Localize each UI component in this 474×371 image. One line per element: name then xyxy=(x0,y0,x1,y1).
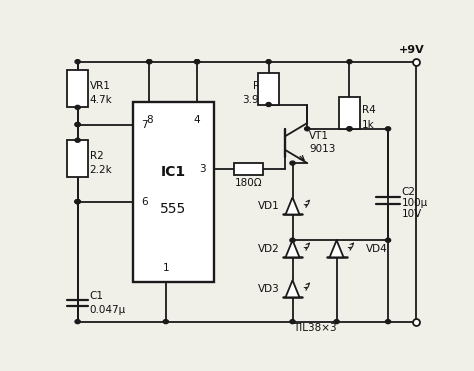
Bar xyxy=(258,73,279,105)
Polygon shape xyxy=(285,280,300,297)
Text: C1: C1 xyxy=(90,291,104,301)
Text: 10V: 10V xyxy=(401,210,422,220)
Circle shape xyxy=(75,105,80,109)
Circle shape xyxy=(194,60,200,64)
Circle shape xyxy=(75,200,80,204)
Polygon shape xyxy=(329,240,344,257)
Text: TIL38×3: TIL38×3 xyxy=(293,323,337,333)
Circle shape xyxy=(290,161,295,165)
Circle shape xyxy=(194,60,200,64)
Circle shape xyxy=(75,200,80,204)
Text: VD4: VD4 xyxy=(365,244,387,254)
Circle shape xyxy=(75,122,80,127)
Circle shape xyxy=(266,102,271,106)
Text: 7: 7 xyxy=(141,119,147,129)
Circle shape xyxy=(266,60,271,64)
Circle shape xyxy=(290,238,295,242)
Text: IC1: IC1 xyxy=(161,165,186,179)
Text: VD2: VD2 xyxy=(258,244,280,254)
Text: +9V: +9V xyxy=(399,45,425,55)
Text: VT1: VT1 xyxy=(309,131,329,141)
Circle shape xyxy=(75,138,80,142)
Circle shape xyxy=(75,200,80,204)
Circle shape xyxy=(385,320,391,324)
Bar xyxy=(339,97,360,129)
Circle shape xyxy=(347,127,352,131)
Circle shape xyxy=(146,60,152,64)
Text: R2: R2 xyxy=(90,151,103,161)
Text: VD3: VD3 xyxy=(258,284,280,294)
Circle shape xyxy=(385,127,391,131)
Text: 8: 8 xyxy=(146,115,153,125)
Circle shape xyxy=(347,60,352,64)
Text: 2.2k: 2.2k xyxy=(90,165,112,175)
Text: R4: R4 xyxy=(362,105,375,115)
Circle shape xyxy=(347,127,352,131)
Text: 1k: 1k xyxy=(362,119,374,129)
Text: VR1: VR1 xyxy=(90,81,110,91)
Circle shape xyxy=(163,320,168,324)
Text: 4: 4 xyxy=(194,115,201,125)
Circle shape xyxy=(385,238,391,242)
Circle shape xyxy=(334,320,339,324)
Circle shape xyxy=(146,60,152,64)
Text: 1: 1 xyxy=(163,263,169,273)
Circle shape xyxy=(305,127,310,131)
Text: VD1: VD1 xyxy=(258,201,280,211)
Polygon shape xyxy=(285,240,300,257)
Circle shape xyxy=(75,60,80,64)
Text: 100μ: 100μ xyxy=(401,198,428,208)
Circle shape xyxy=(75,122,80,127)
Text: 6: 6 xyxy=(141,197,147,207)
Text: 3.9Ω: 3.9Ω xyxy=(242,95,267,105)
Text: 180Ω: 180Ω xyxy=(235,178,262,188)
Text: R3: R3 xyxy=(253,81,267,91)
Text: 3: 3 xyxy=(199,164,205,174)
Text: 0.047μ: 0.047μ xyxy=(90,305,126,315)
Text: C2: C2 xyxy=(401,187,416,197)
Circle shape xyxy=(75,320,80,324)
Bar xyxy=(67,70,88,107)
Polygon shape xyxy=(285,197,300,214)
Text: 4.7k: 4.7k xyxy=(90,95,112,105)
Circle shape xyxy=(290,320,295,324)
Text: 9013: 9013 xyxy=(309,144,336,154)
Text: 555: 555 xyxy=(160,202,186,216)
Bar xyxy=(67,140,88,177)
Bar xyxy=(133,102,213,282)
Bar xyxy=(234,162,263,175)
